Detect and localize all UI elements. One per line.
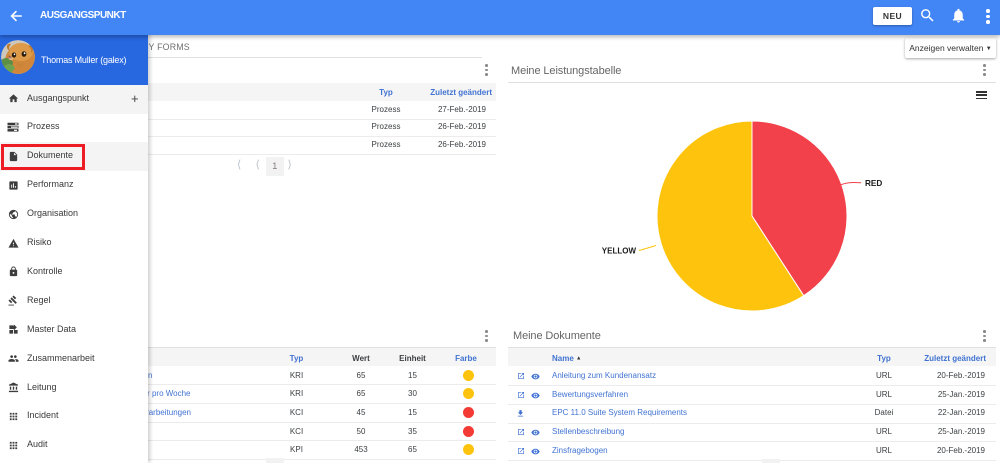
svg-text:RED: RED [865, 179, 882, 188]
svg-text:YELLOW: YELLOW [602, 247, 637, 256]
